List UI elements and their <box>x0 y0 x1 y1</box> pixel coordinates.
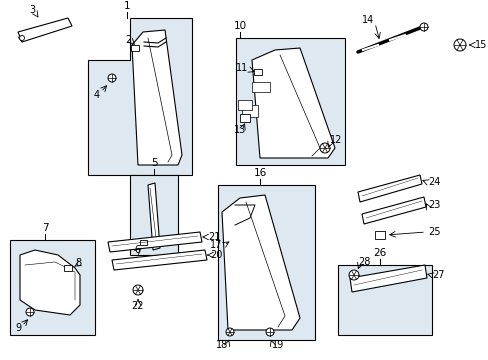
Text: 13: 13 <box>233 125 245 135</box>
Text: 10: 10 <box>233 21 246 31</box>
Circle shape <box>108 74 116 82</box>
Polygon shape <box>108 232 202 252</box>
Bar <box>218 185 314 340</box>
Bar <box>374 231 384 239</box>
Bar <box>64 265 72 271</box>
Text: 8: 8 <box>75 258 81 268</box>
Text: 20: 20 <box>209 250 222 260</box>
Text: 12: 12 <box>329 135 342 145</box>
Circle shape <box>348 270 358 280</box>
Circle shape <box>319 143 329 153</box>
Circle shape <box>419 23 427 31</box>
Bar <box>251 82 269 92</box>
Text: 14: 14 <box>361 15 373 25</box>
Bar <box>337 265 431 335</box>
Polygon shape <box>357 175 421 202</box>
Circle shape <box>453 39 465 51</box>
Text: 23: 23 <box>427 200 440 210</box>
Text: 26: 26 <box>373 248 386 258</box>
Text: 15: 15 <box>474 40 487 50</box>
Text: 27: 27 <box>431 270 444 280</box>
Text: 6: 6 <box>134 245 140 255</box>
Polygon shape <box>361 197 425 224</box>
Text: 19: 19 <box>271 340 284 350</box>
Text: 11: 11 <box>235 63 247 73</box>
Bar <box>130 175 178 255</box>
Polygon shape <box>18 18 72 42</box>
Polygon shape <box>112 250 206 270</box>
Circle shape <box>133 285 142 295</box>
Polygon shape <box>222 195 299 330</box>
Bar <box>236 38 345 165</box>
Text: 3: 3 <box>29 5 35 15</box>
Polygon shape <box>251 48 334 158</box>
Polygon shape <box>20 250 80 315</box>
Text: 25: 25 <box>427 227 440 237</box>
Text: 17: 17 <box>209 240 222 250</box>
Circle shape <box>265 328 273 336</box>
Text: 4: 4 <box>94 90 100 100</box>
Text: 16: 16 <box>253 168 266 178</box>
Text: 9: 9 <box>15 323 21 333</box>
Polygon shape <box>88 18 192 175</box>
Circle shape <box>20 36 24 40</box>
Text: 22: 22 <box>131 301 144 311</box>
Bar <box>242 105 258 117</box>
Text: 18: 18 <box>215 340 228 350</box>
Polygon shape <box>349 265 426 292</box>
Bar <box>253 69 262 75</box>
Text: 24: 24 <box>427 177 440 187</box>
Text: 7: 7 <box>41 223 48 233</box>
Text: 21: 21 <box>207 232 220 242</box>
Bar <box>131 45 139 51</box>
Text: 2: 2 <box>124 35 131 45</box>
Circle shape <box>225 328 234 336</box>
Bar <box>238 100 251 110</box>
Text: 28: 28 <box>357 257 369 267</box>
Polygon shape <box>148 183 160 250</box>
Bar <box>10 240 95 335</box>
Text: 1: 1 <box>123 1 130 11</box>
Bar <box>139 239 146 244</box>
Circle shape <box>26 308 34 316</box>
Text: 5: 5 <box>150 158 157 168</box>
Polygon shape <box>132 30 182 165</box>
Bar <box>240 114 249 122</box>
